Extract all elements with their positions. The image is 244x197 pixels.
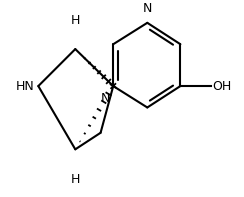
Text: N: N <box>101 92 110 105</box>
Text: HN: HN <box>16 80 34 93</box>
Text: OH: OH <box>213 80 232 93</box>
Text: N: N <box>142 2 152 15</box>
Text: H: H <box>71 173 80 186</box>
Text: H: H <box>71 14 80 27</box>
